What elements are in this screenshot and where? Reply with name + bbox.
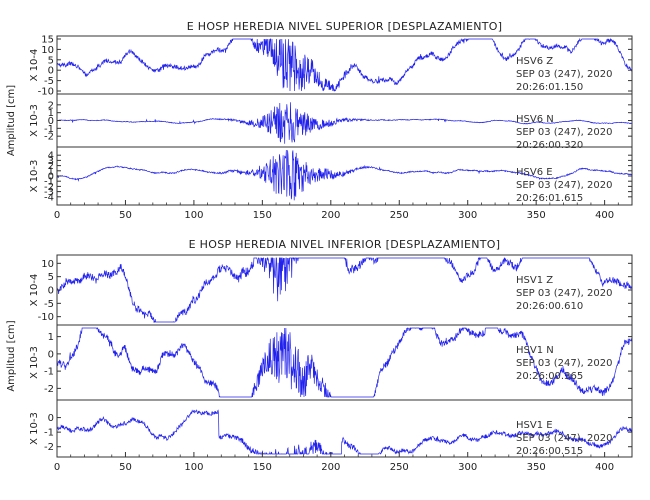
x-tick-label: 100: [184, 210, 203, 221]
scale-label: X 10-4: [29, 274, 40, 307]
date-label: SEP 03 (247), 2020: [516, 433, 612, 444]
date-label: SEP 03 (247), 2020: [516, 69, 612, 80]
x-tick-label: 250: [390, 210, 409, 221]
x-axis: 0 50 100 150 200 250 300 350 400: [54, 452, 633, 473]
x-tick-label: 350: [527, 462, 546, 473]
y-tick-label: 2: [48, 100, 54, 111]
waveform-trace: [56, 149, 633, 201]
x-tick-label: 50: [119, 462, 132, 473]
y-tick-label: 0: [48, 116, 54, 127]
time-label: 20:26:01.615: [516, 193, 583, 204]
y-tick-label: 5: [48, 272, 54, 283]
y-tick-label: -1: [44, 124, 54, 135]
x-tick-label: 350: [527, 210, 546, 221]
date-label: SEP 03 (247), 2020: [516, 288, 612, 299]
y-tick-label: -2: [44, 442, 54, 453]
y-tick-label: 1: [48, 108, 54, 119]
chart-title: E HOSP HEREDIA NIVEL INFERIOR [DESPLAZAM…: [189, 238, 501, 251]
x-tick-label: 50: [119, 210, 132, 221]
chart-group-1: E HOSP HEREDIA NIVEL SUPERIOR [DESPLAZAM…: [6, 20, 633, 221]
y-tick-label: 5: [48, 55, 54, 66]
scale-label: X 10-4: [29, 49, 40, 82]
y-tick-label: -10: [38, 312, 54, 323]
x-tick-label: 300: [458, 210, 477, 221]
station-component-label: HSV6 E: [516, 167, 553, 178]
y-axis-label: Amplitud [cm]: [6, 85, 17, 156]
y-tick-label: 4: [48, 151, 54, 162]
waveform-trace: [56, 37, 633, 92]
y-axis-label: Amplitud [cm]: [6, 320, 17, 391]
x-tick-label: 100: [184, 462, 203, 473]
x-tick-label: 200: [321, 462, 340, 473]
time-label: 20:26:00.610: [516, 301, 583, 312]
x-tick-label: 150: [253, 462, 272, 473]
waveform-trace: [56, 102, 633, 144]
x-tick-label: 400: [595, 462, 614, 473]
y-tick-label: -2: [44, 182, 54, 193]
x-tick-label: 0: [54, 210, 60, 221]
station-component-label: HSV1 N: [516, 345, 554, 356]
y-tick-label: 3: [48, 156, 54, 167]
station-component-label: HSV6 Z: [516, 56, 553, 67]
y-tick-label: -5: [44, 76, 54, 87]
y-tick-label: -2: [44, 384, 54, 395]
x-tick-label: 200: [321, 210, 340, 221]
y-tick-label: 1: [48, 166, 54, 177]
chart-title: E HOSP HEREDIA NIVEL SUPERIOR [DESPLAZAM…: [187, 20, 503, 33]
y-tick-label: -5: [44, 299, 54, 310]
y-tick-label: 0: [48, 286, 54, 297]
y-tick-label: 0: [48, 349, 54, 360]
x-tick-label: 0: [54, 462, 60, 473]
time-label: 20:26:00.320: [516, 140, 583, 151]
y-tick-label: 15: [41, 35, 54, 46]
station-component-label: HSV1 E: [516, 420, 553, 431]
y-tick-label: -1: [44, 367, 54, 378]
date-label: SEP 03 (247), 2020: [516, 180, 612, 191]
y-tick-label: 10: [41, 259, 54, 270]
y-tick-label: 0: [48, 66, 54, 77]
x-axis: 0 50 100 150 200 250 300 350 400: [54, 200, 633, 221]
y-tick-label: -2: [44, 132, 54, 143]
scale-label: X 10-3: [29, 346, 40, 379]
x-tick-label: 300: [458, 462, 477, 473]
time-label: 20:26:00.515: [516, 446, 583, 457]
waveform-trace: [56, 409, 633, 456]
scale-label: X 10-3: [29, 104, 40, 137]
y-tick-label: 2: [48, 161, 54, 172]
x-tick-label: 400: [595, 210, 614, 221]
y-tick-label: -10: [38, 87, 54, 98]
y-tick-label: -4: [44, 192, 54, 203]
waveform-trace: [56, 327, 633, 398]
y-tick-label: 0: [48, 413, 54, 424]
x-tick-label: 150: [253, 210, 272, 221]
scale-label: X 10-3: [29, 160, 40, 193]
panel-hsv1-e: -2 -1 0 X 10-3 HSV1 E SEP 03 (247), 2020 20:26…: [29, 399, 633, 458]
y-tick-label: -1: [44, 428, 54, 439]
x-tick-label: 250: [390, 462, 409, 473]
scale-label: X 10-3: [29, 412, 40, 445]
chart-group-2: E HOSP HEREDIA NIVEL INFERIOR [DESPLAZAM…: [6, 238, 633, 473]
waveform-trace: [56, 256, 633, 324]
y-tick-label: 0: [48, 172, 54, 183]
date-label: SEP 03 (247), 2020: [516, 127, 612, 138]
station-component-label: HSV1 Z: [516, 275, 553, 286]
y-tick-label: 1: [48, 332, 54, 343]
panel-hsv1-z: -10 -5 0 5 10X 10-4 HSV1 Z SEP 03 (247), 2020 2…: [29, 254, 633, 326]
date-label: SEP 03 (247), 2020: [516, 358, 612, 369]
y-tick-label: -3: [44, 187, 54, 198]
y-tick-label: -1: [44, 177, 54, 188]
time-label: 20:26:00.365: [516, 371, 583, 382]
y-tick-label: 10: [41, 45, 54, 56]
time-label: 20:26:01.150: [516, 82, 583, 93]
panel-hsv1-n: -2 -1 0 1 X 10-3 HSV1 N SEP 03 (247), 2020 20:2…: [29, 324, 633, 401]
station-component-label: HSV6 N: [516, 114, 554, 125]
